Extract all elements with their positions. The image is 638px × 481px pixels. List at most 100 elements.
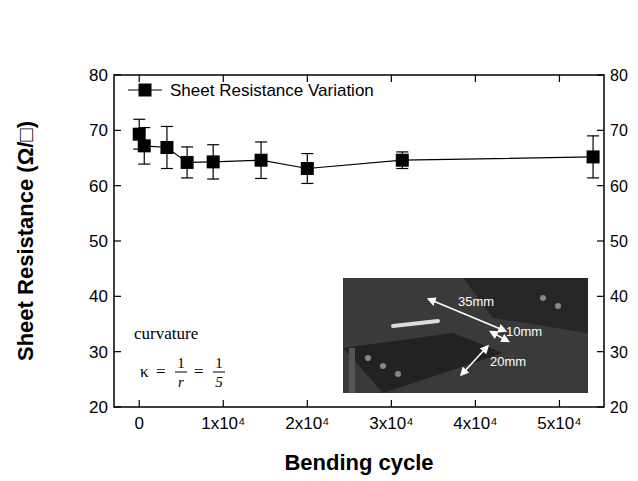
formula-lhs: κ [140,362,149,381]
y-tick-label: 60 [89,177,108,196]
marker [181,156,194,169]
y-tick-label: 80 [89,66,108,85]
x-tick-label: 1x10⁴ [201,414,245,433]
curvature-label: curvature [134,324,198,343]
marker [160,141,173,154]
legend-label: Sheet Resistance Variation [170,81,374,100]
y2-tick-label: 20 [610,399,628,416]
marker [138,139,151,152]
y-tick [114,296,121,297]
y2-tick [597,74,604,75]
x-top-tick [139,75,140,82]
inset-screw [365,355,371,361]
y-axis-title: Sheet Resistance (Ω/□) [13,121,38,361]
inset-label: 35mm [458,294,494,309]
y-tick [114,406,121,407]
error-cap [301,183,313,184]
x-tick-label: 2x10⁴ [285,414,329,433]
series-line [139,134,593,168]
y2-tick [597,130,604,131]
marker [207,155,220,168]
y2-tick-label: 80 [610,67,628,84]
marker [396,154,409,167]
plot-frame [114,75,604,407]
x-tick [475,400,476,407]
y2-tick [597,351,604,352]
y-tick-label: 70 [89,121,108,140]
y-tick-label: 50 [89,232,108,251]
x-axis-title: Bending cycle [284,450,433,475]
x-tick [223,400,224,407]
formula-den: 5 [215,374,223,390]
inset-label: 10mm [506,324,542,339]
y2-tick-label: 70 [610,122,628,139]
y-tick-label: 20 [89,398,108,417]
error-cap [255,141,267,142]
legend-marker [139,84,152,97]
formula-eq: = [156,362,166,381]
error-cap [587,177,599,178]
fraction-bar [175,372,187,373]
inset-bg [343,278,588,393]
error-cap [133,119,145,120]
error-cap [161,126,173,127]
formula-num: 1 [215,355,223,371]
inset-edge [349,348,355,393]
x-tick-label: 0 [134,414,143,433]
error-cap [587,135,599,136]
y2-tick-label: 50 [610,233,628,250]
error-cap [161,168,173,169]
error-cap [301,153,313,154]
formula-num: 1 [177,355,185,371]
y2-tick-label: 30 [610,344,628,361]
error-cap [255,178,267,179]
y-tick [114,130,121,131]
y-tick-label: 40 [89,287,108,306]
y-tick [114,185,121,186]
x-tick [391,400,392,407]
inset-block [343,333,503,393]
x-tick-label: 5x10⁴ [537,414,581,433]
error-cap [396,168,408,169]
x-tick [307,400,308,407]
x-tick-label: 3x10⁴ [369,414,413,433]
x-tick [139,400,140,407]
inset-photo: 35mm 10mm 20mm [343,278,588,393]
y-tick-label: 30 [89,343,108,362]
fraction-bar [213,372,225,373]
marker [255,154,268,167]
inset-sample [393,321,438,326]
x-top-tick [391,75,392,82]
inset-arrow [493,333,506,340]
error-cap [138,127,150,128]
error-cap [138,163,150,164]
y-tick [114,351,121,352]
y2-tick [597,240,604,241]
x-top-tick [475,75,476,82]
error-cap [181,146,193,147]
y-tick [114,74,121,75]
chart: 20 20 30 30 40 40 50 50 60 60 70 70 80 80 0 1x10⁴ 2x10⁴ 3… [0,0,638,481]
inset-screw [380,363,386,369]
error-cap [396,151,408,152]
error-cap [207,144,219,145]
inset-screw [540,295,546,301]
marker [587,150,600,163]
error-cap [181,177,193,178]
x-top-tick [559,75,560,82]
y2-tick-label: 60 [610,178,628,195]
formula-den: r [178,374,184,390]
inset-label: 20mm [490,354,526,369]
y2-tick-label: 40 [610,288,628,305]
y2-tick [597,185,604,186]
x-tick [559,400,560,407]
formula-eq: = [194,362,204,381]
data-layer [133,119,600,183]
error-cap [207,178,219,179]
y-tick [114,240,121,241]
inset-screw [395,371,401,377]
x-tick-label: 4x10⁴ [453,414,497,433]
inset-screw [555,303,561,309]
marker [301,162,314,175]
y2-tick [597,296,604,297]
